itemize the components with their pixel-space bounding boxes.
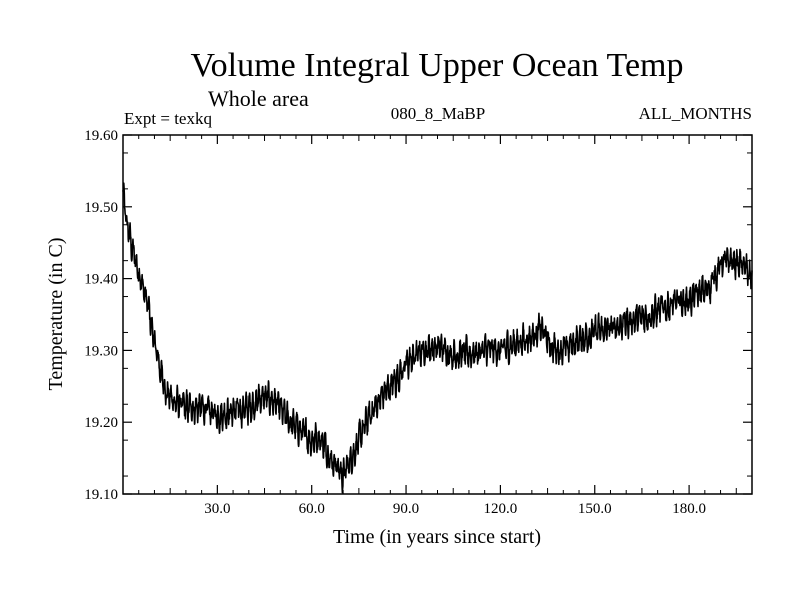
series-line	[122, 182, 753, 494]
x-axis-label: Time (in years since start)	[333, 526, 541, 548]
y-tick-label: 19.60	[84, 128, 118, 144]
header-right: ALL_MONTHS	[639, 104, 752, 123]
y-tick-label: 19.40	[84, 272, 118, 288]
y-tick-label: 19.50	[84, 200, 118, 216]
y-tick-label: 19.10	[84, 487, 118, 503]
x-tick-label: 60.0	[299, 501, 325, 517]
ticks-layer: 19.10 19.20 19.30 19.40 19.50 19.60 30.0 60.0 90…	[84, 128, 752, 517]
x-tick-label: 30.0	[204, 501, 230, 517]
x-tick-label: 150.0	[578, 501, 612, 517]
chart-title: Volume Integral Upper Ocean Temp	[191, 47, 684, 84]
y-axis-label: Temperature (in C)	[45, 238, 67, 391]
y-tick-label: 19.30	[84, 343, 118, 359]
x-tick-label: 90.0	[393, 501, 419, 517]
x-tick-label: 180.0	[672, 501, 706, 517]
header-center: 080_8_MaBP	[391, 104, 485, 123]
chart-subtitle: Whole area	[208, 86, 309, 111]
y-tick-label: 19.20	[84, 415, 118, 431]
data-layer	[122, 182, 753, 494]
x-tick-label: 120.0	[484, 501, 518, 517]
header-left: Expt = texkq	[124, 109, 212, 128]
